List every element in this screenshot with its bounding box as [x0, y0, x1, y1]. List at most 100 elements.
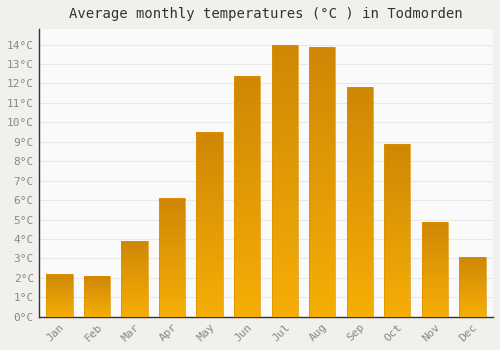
Bar	[159, 312, 185, 314]
Bar	[384, 286, 410, 289]
Bar	[384, 268, 410, 272]
Bar	[309, 295, 336, 301]
Bar	[309, 111, 336, 117]
Bar	[46, 316, 72, 317]
Bar	[272, 72, 298, 77]
Bar	[159, 212, 185, 215]
Bar	[346, 230, 373, 234]
Bar	[384, 230, 410, 234]
Bar	[384, 244, 410, 247]
Bar	[422, 254, 448, 256]
Bar	[346, 253, 373, 257]
Bar	[309, 306, 336, 312]
Bar	[460, 298, 485, 299]
Bar	[460, 270, 485, 271]
Bar	[309, 193, 336, 198]
Bar	[84, 284, 110, 285]
Bar	[309, 144, 336, 149]
Bar	[46, 301, 72, 302]
Bar	[159, 300, 185, 302]
Bar	[309, 263, 336, 268]
Bar	[84, 300, 110, 301]
Bar	[84, 306, 110, 307]
Bar	[84, 276, 110, 277]
Bar	[384, 254, 410, 258]
Bar	[122, 299, 148, 300]
Bar	[196, 184, 223, 188]
Bar	[422, 269, 448, 271]
Bar	[272, 300, 298, 306]
Bar	[84, 282, 110, 283]
Bar	[272, 273, 298, 279]
Bar	[384, 289, 410, 293]
Bar	[122, 306, 148, 308]
Bar	[272, 137, 298, 142]
Bar	[84, 316, 110, 317]
Bar	[196, 140, 223, 143]
Bar	[122, 246, 148, 247]
Bar	[272, 262, 298, 268]
Bar	[384, 206, 410, 210]
Bar	[309, 79, 336, 84]
Bar	[309, 274, 336, 279]
Bar	[422, 292, 448, 294]
Bar	[196, 291, 223, 295]
Bar	[384, 189, 410, 192]
Bar	[46, 287, 72, 288]
Bar	[159, 286, 185, 288]
Bar	[384, 151, 410, 154]
Bar	[84, 292, 110, 293]
Bar	[272, 77, 298, 83]
Bar	[159, 281, 185, 284]
Bar	[272, 268, 298, 273]
Bar	[84, 313, 110, 314]
Title: Average monthly temperatures (°C ) in Todmorden: Average monthly temperatures (°C ) in To…	[69, 7, 462, 21]
Bar	[234, 259, 260, 264]
Bar	[346, 161, 373, 166]
Bar	[309, 95, 336, 100]
Bar	[234, 187, 260, 191]
Bar	[122, 314, 148, 315]
Bar	[159, 201, 185, 203]
Bar	[460, 288, 485, 289]
Bar	[346, 289, 373, 294]
Bar	[122, 279, 148, 280]
Bar	[460, 266, 485, 267]
Bar	[272, 284, 298, 289]
Bar	[46, 280, 72, 281]
Bar	[422, 248, 448, 250]
Bar	[122, 268, 148, 270]
Bar	[234, 95, 260, 100]
Bar	[122, 258, 148, 259]
Bar	[422, 240, 448, 243]
Bar	[422, 222, 448, 223]
Bar	[384, 213, 410, 216]
Bar	[422, 252, 448, 254]
Bar	[384, 258, 410, 261]
Bar	[422, 298, 448, 300]
Bar	[84, 305, 110, 306]
Bar	[122, 271, 148, 273]
Bar	[272, 170, 298, 175]
Bar	[159, 217, 185, 219]
Bar	[384, 216, 410, 220]
Bar	[460, 299, 485, 300]
Bar	[384, 279, 410, 282]
Bar	[460, 294, 485, 295]
Bar	[309, 166, 336, 171]
Bar	[384, 203, 410, 206]
Bar	[196, 295, 223, 298]
Bar	[460, 293, 485, 294]
Bar	[346, 239, 373, 243]
Bar	[122, 265, 148, 267]
Bar	[122, 280, 148, 282]
Bar	[159, 255, 185, 258]
Bar	[46, 282, 72, 284]
Bar	[84, 283, 110, 284]
Bar	[84, 277, 110, 278]
Bar	[346, 294, 373, 299]
Bar	[234, 110, 260, 114]
Bar	[159, 260, 185, 262]
Bar	[346, 184, 373, 188]
Bar	[159, 248, 185, 250]
